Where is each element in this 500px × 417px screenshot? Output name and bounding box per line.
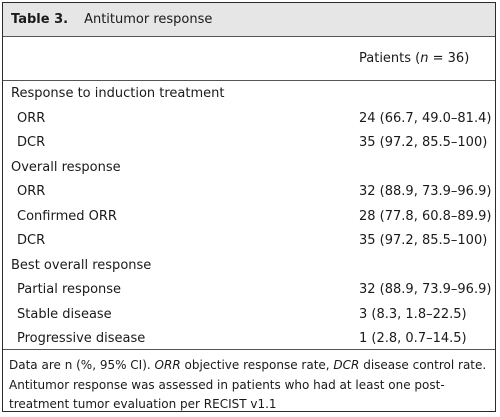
section-label: Overall response [11, 159, 121, 175]
row-label: Stable disease [17, 306, 112, 322]
section-label: Response to induction treatment [11, 86, 225, 101]
table-row: Progressive disease 1 (2.8, 0.7–14.5) [3, 328, 495, 353]
table-body: Response to induction treatment ORR 24 (66… [3, 81, 495, 350]
section-row: Response to induction treatment [3, 83, 495, 108]
table-frame: Table 3. Antitumor response Patients (n … [2, 2, 496, 412]
section-row: Overall response [3, 157, 495, 182]
row-value: 3 (8.3, 1.8–22.5) [359, 306, 467, 322]
row-value: 1 (2.8, 0.7–14.5) [359, 331, 467, 346]
table-footnote: Data are n (%, 95% CI). ORR objective re… [9, 358, 487, 411]
column-header-row: Patients (n = 36) [3, 37, 495, 81]
table-row: DCR 35 (97.2, 85.5–100) [3, 230, 495, 255]
row-value: 24 (66.7, 49.0–81.4) [359, 110, 492, 126]
table-row: ORR 24 (66.7, 49.0–81.4) [3, 108, 495, 133]
row-value: 35 (97.2, 85.5–100) [359, 135, 488, 150]
table-title: Antitumor response [84, 12, 213, 27]
section-row: Best overall response [3, 255, 495, 280]
table-number: Table 3. [11, 12, 69, 27]
table-row: ORR 32 (88.9, 73.9–96.9) [3, 181, 495, 206]
section-label: Best overall response [11, 257, 152, 273]
row-label: DCR [17, 135, 46, 150]
table-row: Stable disease 3 (8.3, 1.8–22.5) [3, 304, 495, 329]
row-value: 32 (88.9, 73.9–96.9) [359, 282, 492, 297]
row-value: 28 (77.8, 60.8–89.9) [359, 208, 492, 224]
patients-column-header: Patients (n = 36) [359, 51, 470, 66]
row-label: Partial response [17, 282, 122, 297]
table-row: DCR 35 (97.2, 85.5–100) [3, 132, 495, 157]
row-label: Confirmed ORR [17, 208, 117, 224]
row-value: 35 (97.2, 85.5–100) [359, 233, 488, 248]
row-label: DCR [17, 233, 46, 248]
table-title-bar: Table 3. Antitumor response [3, 3, 495, 37]
table-row: Partial response 32 (88.9, 73.9–96.9) [3, 279, 495, 304]
row-label: ORR [17, 184, 46, 199]
table-row: Confirmed ORR 28 (77.8, 60.8–89.9) [3, 206, 495, 231]
row-value: 32 (88.9, 73.9–96.9) [359, 184, 492, 199]
row-label: Progressive disease [17, 331, 146, 346]
row-label: ORR [17, 110, 46, 126]
